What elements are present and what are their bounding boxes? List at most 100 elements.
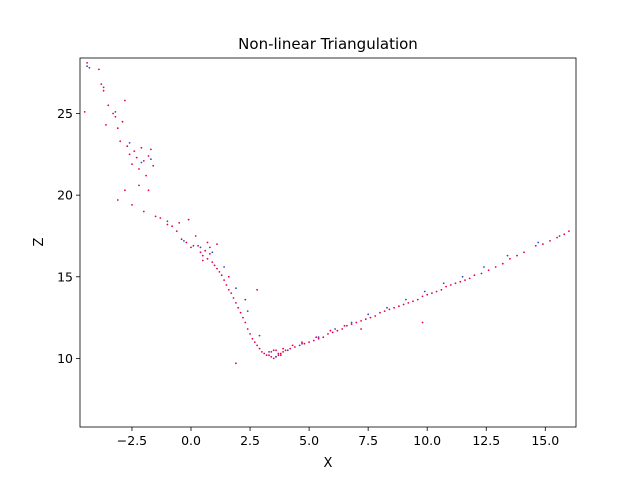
data-point <box>480 272 483 275</box>
x-tick-label: 0.0 <box>181 433 201 448</box>
data-point <box>213 264 216 267</box>
data-point <box>102 86 105 89</box>
data-point <box>128 153 131 156</box>
data-point <box>435 290 438 293</box>
data-point <box>121 120 124 123</box>
data-point <box>211 261 214 263</box>
x-axis-label: X <box>324 456 333 471</box>
data-point <box>138 168 140 170</box>
data-point <box>506 254 509 257</box>
data-point <box>83 111 86 113</box>
data-point <box>216 243 218 246</box>
data-point <box>154 215 157 218</box>
data-point <box>563 233 566 236</box>
data-point <box>201 259 204 262</box>
data-point <box>131 204 133 206</box>
data-point <box>232 297 235 299</box>
data-point <box>445 285 447 288</box>
data-point <box>379 311 381 314</box>
data-point <box>407 302 410 304</box>
data-point <box>277 354 280 357</box>
data-point <box>312 339 315 342</box>
data-point <box>227 288 230 291</box>
data-point <box>199 251 202 254</box>
data-point <box>140 146 143 149</box>
data-point <box>421 295 424 298</box>
data-point <box>116 199 119 201</box>
data-point <box>277 352 280 355</box>
data-point <box>152 164 155 167</box>
data-point <box>258 347 261 350</box>
data-point <box>459 280 462 283</box>
data-point <box>350 321 353 324</box>
data-point <box>275 349 277 352</box>
data-point <box>209 253 211 255</box>
data-point <box>206 257 209 260</box>
data-point <box>568 230 570 233</box>
data-point <box>317 336 320 339</box>
y-axis-label: Z <box>32 237 47 246</box>
data-point <box>360 320 362 322</box>
data-point <box>483 266 485 268</box>
data-point <box>298 344 301 347</box>
data-point <box>246 328 249 330</box>
data-point <box>468 277 471 280</box>
data-point <box>501 262 504 265</box>
data-point <box>534 244 537 247</box>
chart-title: Non-linear Triangulation <box>238 35 418 53</box>
data-point <box>315 336 318 339</box>
data-point <box>294 346 296 348</box>
data-point <box>440 288 443 291</box>
data-point <box>556 236 558 239</box>
data-point <box>275 355 277 358</box>
data-point <box>473 274 476 277</box>
data-point <box>218 271 221 273</box>
data-point <box>235 287 237 290</box>
data-point <box>265 354 268 357</box>
data-point <box>190 246 192 249</box>
data-point <box>263 352 266 355</box>
data-point <box>317 337 320 340</box>
x-tick-label: 2.5 <box>240 433 260 448</box>
data-point <box>464 279 466 281</box>
data-point <box>253 341 256 343</box>
data-point <box>230 292 233 294</box>
data-point <box>199 246 202 249</box>
data-point <box>509 257 511 260</box>
data-point <box>258 334 261 337</box>
data-point <box>449 284 452 286</box>
data-point <box>282 347 284 350</box>
data-point <box>289 347 292 350</box>
data-point <box>102 89 105 92</box>
data-point <box>272 349 275 352</box>
data-point <box>282 351 284 353</box>
data-point <box>175 230 178 233</box>
data-point <box>261 351 263 353</box>
data-point <box>150 148 152 151</box>
data-point <box>388 308 391 311</box>
data-point <box>374 315 377 317</box>
data-point <box>124 99 126 102</box>
data-point <box>86 65 88 68</box>
data-point <box>454 282 457 285</box>
data-point <box>183 240 185 242</box>
data-point <box>220 274 223 277</box>
data-point <box>268 351 270 353</box>
data-point <box>369 316 372 319</box>
data-point <box>204 249 207 252</box>
data-point <box>402 303 405 306</box>
data-point <box>364 318 367 321</box>
data-point <box>350 323 353 325</box>
data-point <box>105 124 107 126</box>
data-point <box>235 362 237 365</box>
data-point <box>98 68 100 71</box>
data-point <box>124 189 126 192</box>
data-point <box>322 336 325 339</box>
x-tick-label: 15.0 <box>531 433 559 448</box>
data-point <box>426 293 429 296</box>
data-point <box>159 217 162 219</box>
data-point <box>244 321 247 324</box>
data-point <box>549 240 551 242</box>
